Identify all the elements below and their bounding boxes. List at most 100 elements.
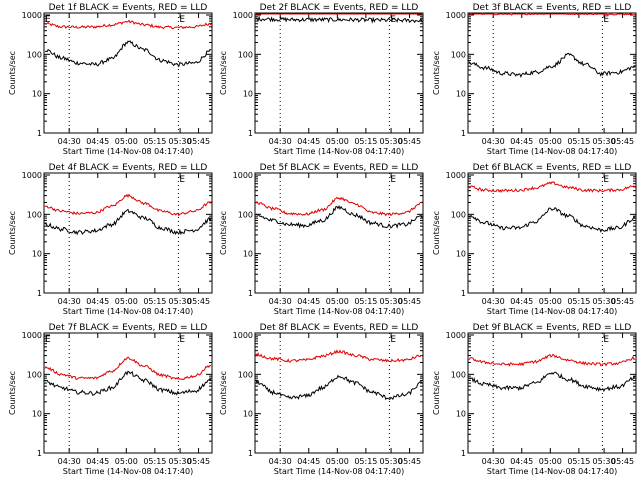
y-axis-label: Counts/sec <box>8 371 17 415</box>
x-tick-label: 05:30 <box>169 297 192 306</box>
x-tick-label: 05:00 <box>115 457 138 466</box>
plot-frame <box>43 172 213 294</box>
y-tick-label: 1000 <box>233 171 253 180</box>
y-axis-label: Counts/sec <box>219 211 228 255</box>
x-tick-label: 05:30 <box>380 457 403 466</box>
x-tick-label: 04:45 <box>86 297 109 306</box>
y-tick-label: 1000 <box>446 11 466 20</box>
lld-series-line <box>44 19 212 30</box>
y-tick-label: 1000 <box>233 331 253 340</box>
y-tick-label: 1000 <box>233 11 253 20</box>
chart-panel: Det 3f BLACK = Events, RED = LLD 1 10 100 10… <box>432 3 637 156</box>
x-tick-label: 04:30 <box>269 457 292 466</box>
y-tick-label: 100 <box>27 210 42 219</box>
y-tick-label: 1 <box>248 129 253 138</box>
x-tick-label: 05:15 <box>354 457 377 466</box>
plot-frame <box>254 172 424 294</box>
events-series-line <box>468 52 636 78</box>
x-tick-label: 05:00 <box>326 137 349 146</box>
chart-panel: Det 2f BLACK = Events, RED = LLD 1 10 100 10… <box>219 3 424 156</box>
y-tick-label: 10 <box>243 250 253 259</box>
y-tick-label: 1 <box>461 289 466 298</box>
lld-series-line <box>255 349 423 363</box>
x-tick-label: 05:45 <box>611 457 634 466</box>
x-tick-label: 04:30 <box>482 457 505 466</box>
events-series-line <box>468 206 636 233</box>
x-tick-label: 04:45 <box>297 297 320 306</box>
chart-title: Det 9f BLACK = Events, RED = LLD <box>473 323 632 333</box>
x-tick-label: 04:45 <box>86 137 109 146</box>
y-axis-label: Counts/sec <box>432 51 441 95</box>
y-tick-label: 10 <box>456 410 466 419</box>
chart-title: Det 6f BLACK = Events, RED = LLD <box>473 163 632 173</box>
event-marker-label: E <box>179 175 185 185</box>
y-axis-label: Counts/sec <box>432 211 441 255</box>
chart-title: Det 8f BLACK = Events, RED = LLD <box>260 323 419 333</box>
chart-title: Det 5f BLACK = Events, RED = LLD <box>260 163 419 173</box>
y-axis-label: Counts/sec <box>432 371 441 415</box>
x-tick-label: 04:45 <box>297 137 320 146</box>
x-tick-label: 04:30 <box>58 457 81 466</box>
event-marker-label: E <box>45 335 51 345</box>
x-tick-label: 04:45 <box>510 137 533 146</box>
lld-series-line <box>44 356 211 381</box>
y-tick-label: 100 <box>451 210 466 219</box>
events-series-line <box>44 40 212 68</box>
y-tick-label: 10 <box>456 90 466 99</box>
x-tick-label: 05:00 <box>326 457 349 466</box>
chart-title: Det 2f BLACK = Events, RED = LLD <box>260 3 419 13</box>
x-tick-label: 05:45 <box>611 297 634 306</box>
x-tick-label: 05:45 <box>398 137 421 146</box>
y-axis-label: Counts/sec <box>219 51 228 95</box>
plot-frame <box>467 332 637 454</box>
event-marker-label: E <box>179 335 185 345</box>
y-tick-label: 1 <box>461 129 466 138</box>
events-series-line <box>44 370 211 396</box>
chart-panel: Det 8f BLACK = Events, RED = LLD 1 10 100 10… <box>219 323 424 476</box>
x-axis-label: Start Time (14-Nov-08 04:17:40) <box>487 467 617 476</box>
x-tick-label: 05:15 <box>567 457 590 466</box>
events-series-line <box>468 371 636 393</box>
event-marker-label: E <box>45 15 51 25</box>
x-tick-label: 05:00 <box>115 297 138 306</box>
chart-panel: Det 7f BLACK = Events, RED = LLD 1 10 100 10… <box>8 323 213 476</box>
y-tick-label: 1 <box>37 289 42 298</box>
x-tick-label: 05:30 <box>593 137 616 146</box>
y-tick-label: 1000 <box>22 11 42 20</box>
lld-series-line <box>44 193 212 217</box>
x-tick-label: 04:30 <box>269 137 292 146</box>
lld-series-line <box>469 13 636 16</box>
event-marker-label: E <box>179 15 185 25</box>
x-tick-label: 04:30 <box>482 137 505 146</box>
x-tick-label: 04:30 <box>58 297 81 306</box>
x-tick-label: 05:15 <box>354 137 377 146</box>
y-tick-label: 1 <box>248 289 253 298</box>
x-tick-label: 05:00 <box>326 297 349 306</box>
y-tick-label: 1 <box>37 129 42 138</box>
events-series-line <box>44 208 212 236</box>
chart-title: Det 4f BLACK = Events, RED = LLD <box>49 163 208 173</box>
plot-frame <box>467 12 637 134</box>
y-tick-label: 10 <box>32 250 42 259</box>
y-tick-label: 10 <box>243 410 253 419</box>
plot-frame <box>254 12 424 134</box>
x-axis-label: Start Time (14-Nov-08 04:17:40) <box>274 467 404 476</box>
y-axis-label: Counts/sec <box>219 371 228 415</box>
events-series-line <box>255 204 423 229</box>
event-marker-label: E <box>603 15 609 25</box>
y-tick-label: 100 <box>238 50 253 59</box>
x-axis-label: Start Time (14-Nov-08 04:17:40) <box>63 307 193 316</box>
x-tick-label: 04:45 <box>297 457 320 466</box>
y-tick-label: 1 <box>37 449 42 458</box>
chart-title: Det 3f BLACK = Events, RED = LLD <box>473 3 632 13</box>
lld-series-line <box>468 181 636 193</box>
x-tick-label: 04:30 <box>482 297 505 306</box>
y-tick-label: 10 <box>456 250 466 259</box>
x-tick-label: 05:00 <box>539 457 562 466</box>
y-tick-label: 1 <box>248 449 253 458</box>
x-axis-label: Start Time (14-Nov-08 04:17:40) <box>274 147 404 156</box>
x-tick-label: 05:30 <box>593 297 616 306</box>
chart-panel: Det 4f BLACK = Events, RED = LLD 1 10 100 10… <box>8 163 213 316</box>
plot-frame <box>43 12 213 134</box>
